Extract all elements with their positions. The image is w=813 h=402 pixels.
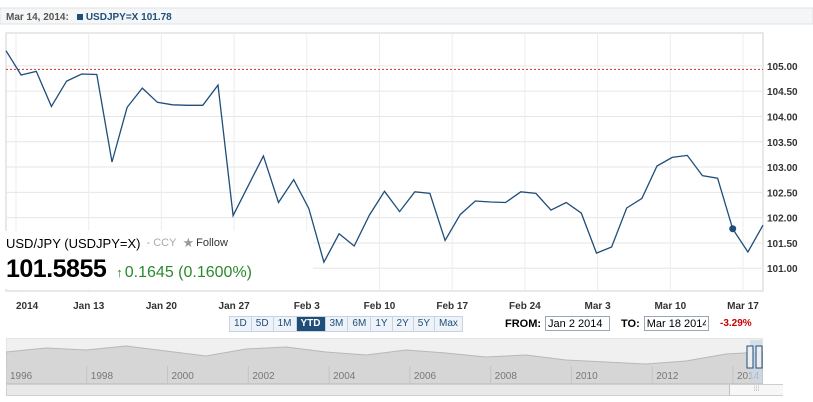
period-change: -3.29% xyxy=(720,318,752,329)
range-button-1y[interactable]: 1Y xyxy=(371,317,393,331)
navigator-history xyxy=(6,345,763,384)
chart-legend: Mar 14, 2014: USDJPY=X 101.78 xyxy=(6,12,172,23)
navigator-year-label: 1998 xyxy=(91,371,114,382)
navigator-year-label: 2002 xyxy=(252,371,275,382)
highlight-point[interactable] xyxy=(729,225,737,233)
range-button-6m[interactable]: 6M xyxy=(348,317,372,331)
quote-name-row: USD/JPY (USDJPY=X) - CCY ★ Follow xyxy=(6,235,228,251)
legend-date: Mar 14, 2014: xyxy=(6,12,69,23)
to-control: TO: xyxy=(621,316,709,331)
x-tick-label: Mar 17 xyxy=(727,301,759,312)
from-label: FROM: xyxy=(505,317,542,330)
navigator-year-label: 2008 xyxy=(495,371,518,382)
y-tick-label: 102.00 xyxy=(767,214,798,225)
navigator-year-label: 2000 xyxy=(172,371,195,382)
change-percent: (0.1600%) xyxy=(178,264,252,281)
y-tick-label: 103.50 xyxy=(767,138,798,149)
price-row: 101.5855 ↑ 0.1645 (0.1600%) xyxy=(6,255,252,284)
navigator-year-label: 2014 xyxy=(737,371,760,382)
x-tick-label: Feb 24 xyxy=(509,301,541,312)
time-navigator[interactable]: 1996 1998 2000 2002 2004 2006 2008 2010 2012 2014 xyxy=(6,338,763,384)
up-arrow-icon: ↑ xyxy=(116,265,123,280)
last-price: 101.5855 xyxy=(6,255,107,283)
change-value: 0.1645 xyxy=(124,264,174,281)
navigator-year-label: 2010 xyxy=(575,371,598,382)
series-line-usdjpy xyxy=(5,50,764,264)
follow-button[interactable]: ★ Follow xyxy=(182,235,227,251)
x-tick-label: 2014 xyxy=(16,301,39,312)
y-tick-label: 103.00 xyxy=(767,163,798,174)
x-tick-label: Feb 10 xyxy=(364,301,396,312)
x-tick-label: Jan 20 xyxy=(146,301,178,312)
y-tick-label: 101.50 xyxy=(767,239,798,250)
symbol-name: USD/JPY (USDJPY=X) xyxy=(6,235,141,251)
navigator-right-handle[interactable] xyxy=(755,345,763,369)
navigator-year-label: 2012 xyxy=(656,371,679,382)
x-tick-label: Mar 3 xyxy=(585,301,612,312)
navigator-year-label: 2006 xyxy=(414,371,437,382)
x-tick-label: Jan 27 xyxy=(219,301,251,312)
price-change: ↑ 0.1645 (0.1600%) xyxy=(116,264,252,282)
y-tick-label: 102.50 xyxy=(767,188,798,199)
star-icon: ★ xyxy=(182,235,195,250)
range-button-max[interactable]: Max xyxy=(439,318,458,329)
quote-panel: USD/JPY (USDJPY=X) - CCY ★ Follow 101.58… xyxy=(0,231,313,289)
from-control: FROM: xyxy=(505,316,611,331)
range-button-3m[interactable]: 3M xyxy=(326,317,349,331)
follow-label: Follow xyxy=(196,237,228,249)
range-button-ytd[interactable]: YTD xyxy=(296,317,326,331)
range-button-2y[interactable]: 2Y xyxy=(393,317,414,331)
from-date-input[interactable] xyxy=(545,316,611,331)
y-tick-label: 105.00 xyxy=(767,62,798,73)
ccy-label: - CCY xyxy=(146,237,177,249)
legend-series-label: USDJPY=X 101.78 xyxy=(85,12,172,23)
scrollbar-thumb[interactable]: ⁞⁞⁞ xyxy=(729,385,783,395)
y-tick-label: 101.00 xyxy=(767,264,798,275)
series-swatch xyxy=(76,14,83,20)
range-button-1d[interactable]: 1D xyxy=(230,317,252,331)
navigator-scrollbar[interactable]: ⁞⁞⁞ xyxy=(6,384,783,396)
to-date-input[interactable] xyxy=(643,316,709,331)
range-button-5d[interactable]: 5D xyxy=(252,317,274,331)
x-tick-label: Jan 13 xyxy=(73,301,105,312)
navigator-left-handle[interactable] xyxy=(746,345,754,369)
legend-series: USDJPY=X 101.78 xyxy=(76,12,172,23)
x-tick-label: Mar 10 xyxy=(654,301,686,312)
x-tick-label: Feb 3 xyxy=(294,301,321,312)
y-tick-label: 104.50 xyxy=(767,87,798,98)
navigator-year-label: 2004 xyxy=(333,371,356,382)
header-bar xyxy=(0,7,813,25)
range-selector: 1D 5D 1M YTD 3M 6M 1Y 2Y 5Y Max xyxy=(229,316,463,332)
x-tick-label: Feb 17 xyxy=(436,301,468,312)
y-tick-label: 104.00 xyxy=(767,112,798,123)
range-button-1m[interactable]: 1M xyxy=(274,317,297,331)
range-button-5y[interactable]: 5Y xyxy=(414,317,436,331)
navigator-year-label: 1996 xyxy=(10,371,33,382)
to-label: TO: xyxy=(621,317,640,330)
